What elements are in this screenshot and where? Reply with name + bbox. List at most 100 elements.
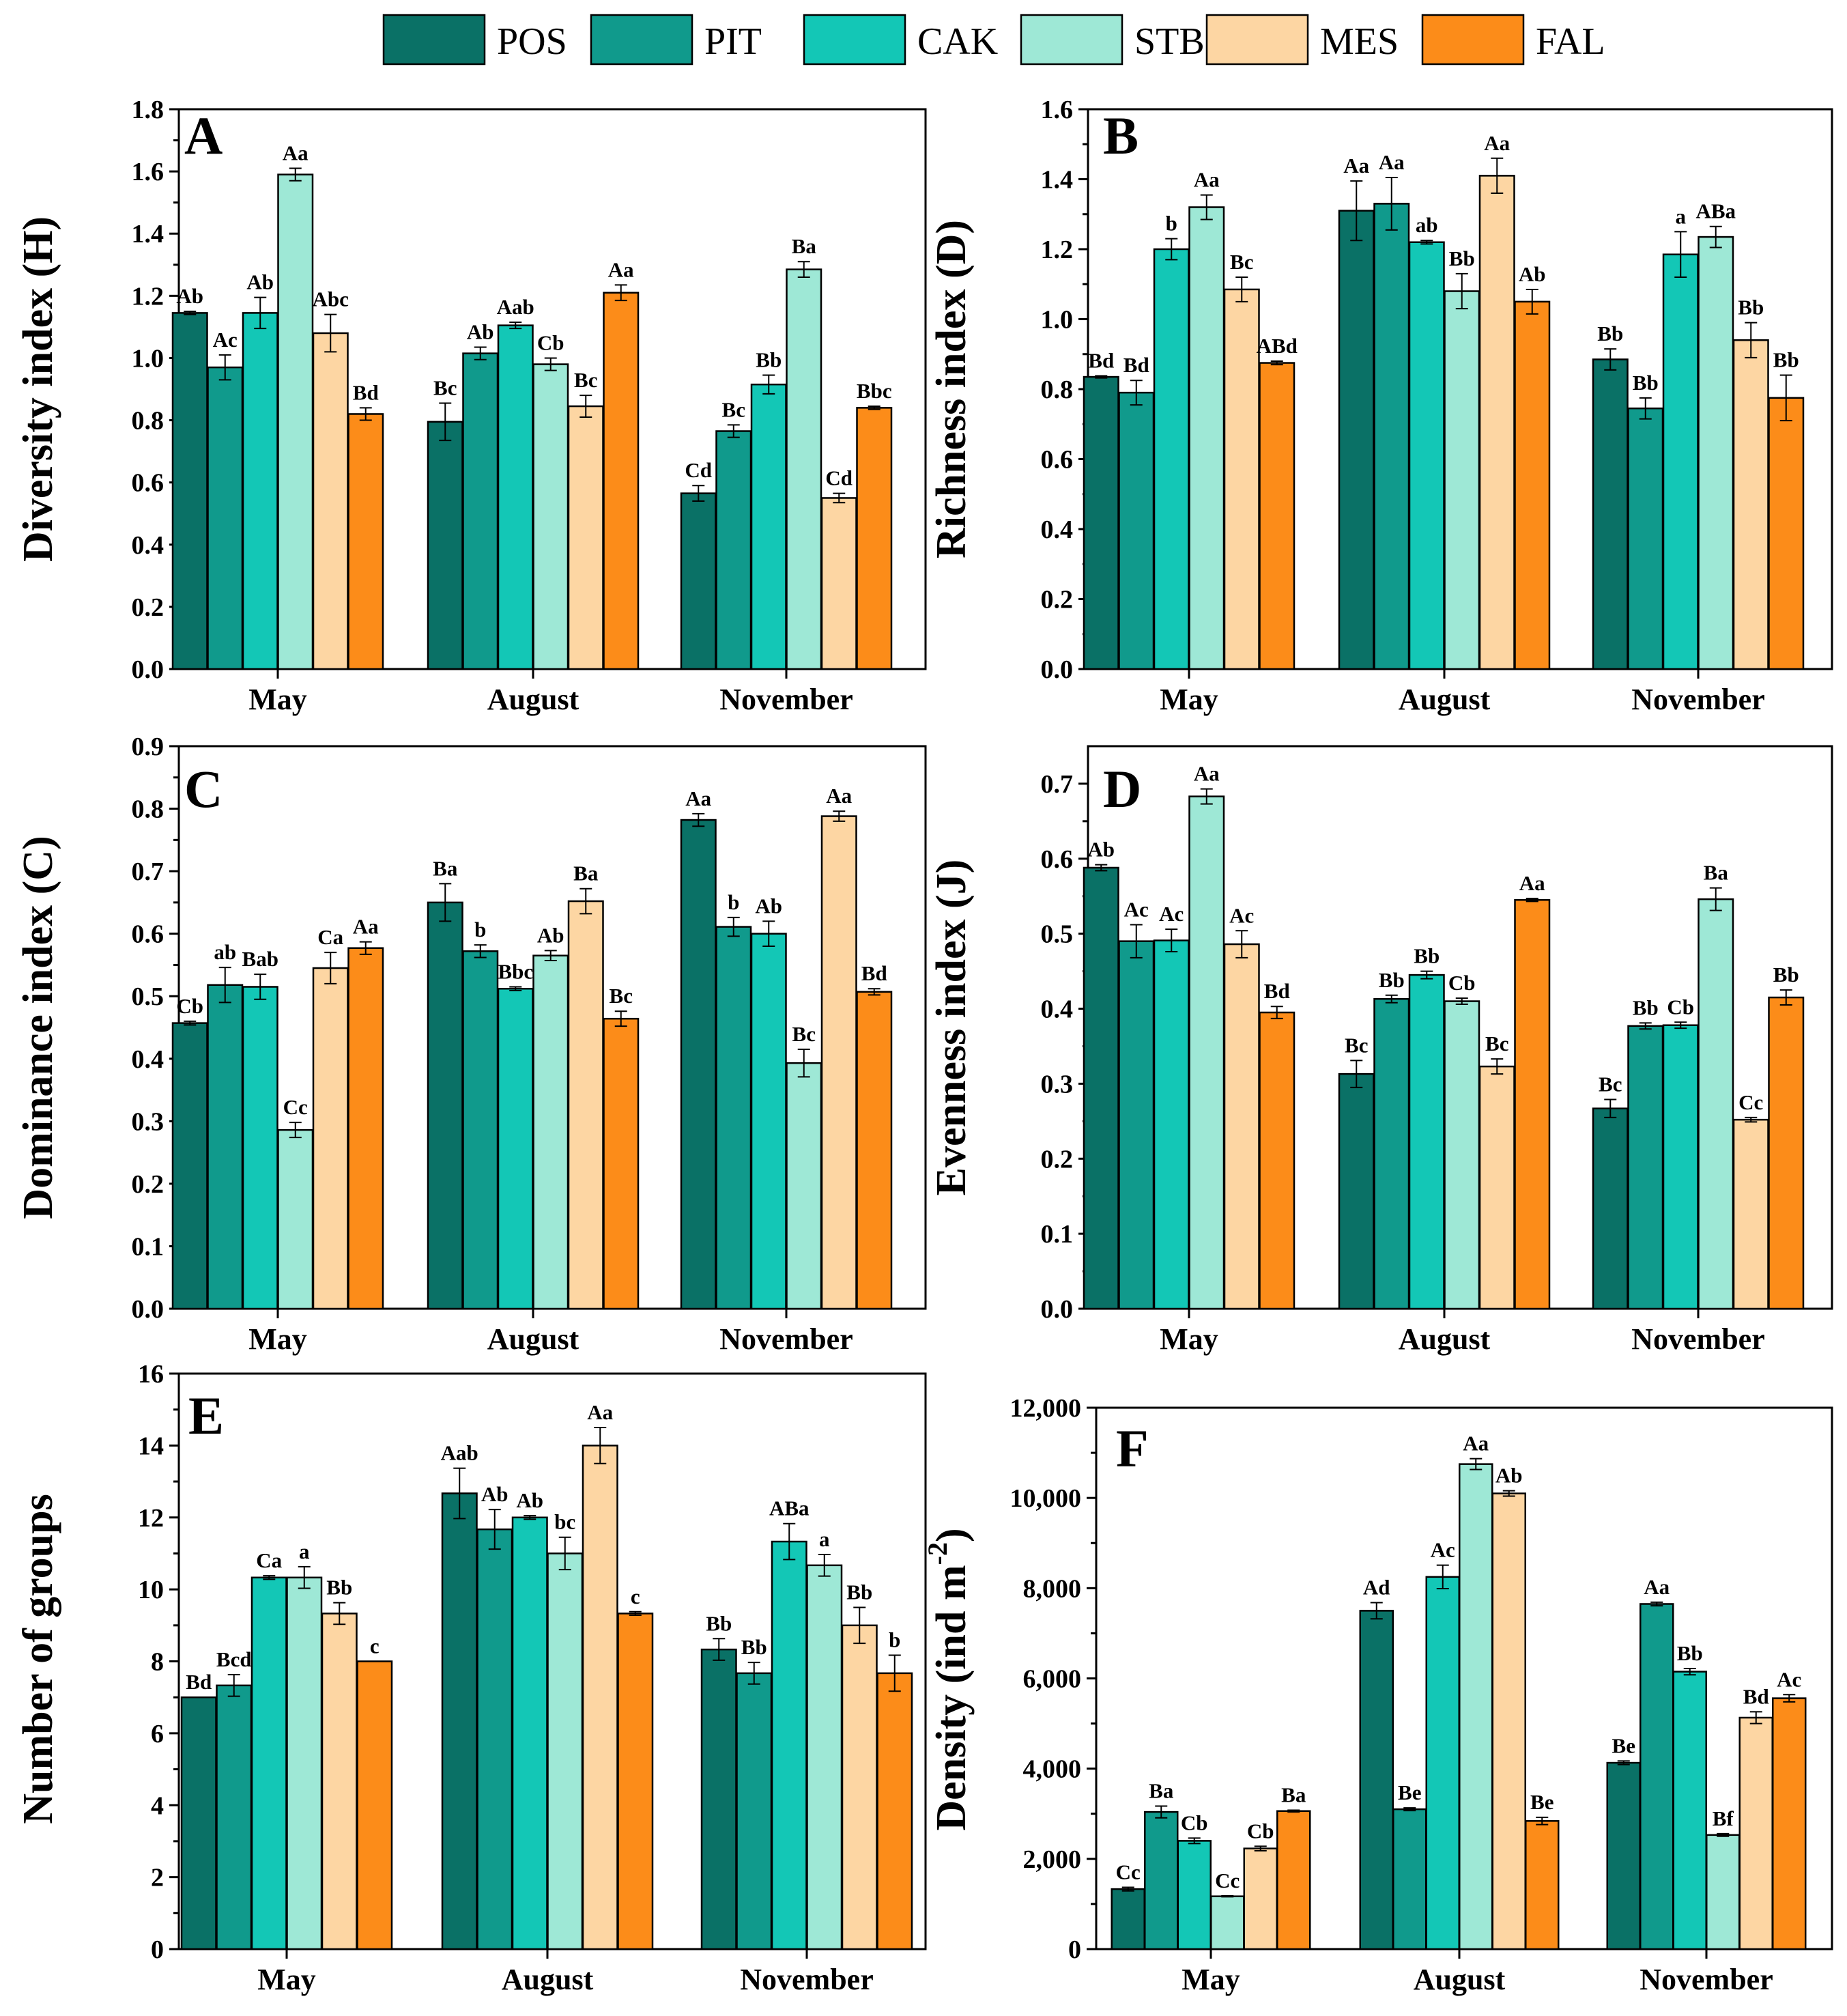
significance-label: ABa bbox=[769, 1496, 810, 1520]
bar-pos-august bbox=[427, 421, 463, 670]
x-category-november: November bbox=[740, 1963, 874, 1996]
significance-label: ABd bbox=[1257, 334, 1298, 358]
y-axis-title-text: Richness index (D) bbox=[928, 220, 975, 558]
y-tick-label: 0.5 bbox=[1041, 920, 1074, 949]
significance-label: Bc bbox=[792, 1022, 816, 1046]
significance-label: Ca bbox=[317, 925, 343, 949]
bar-cak-august bbox=[497, 324, 534, 670]
significance-label: Bcd bbox=[216, 1647, 252, 1671]
panel-label: E bbox=[188, 1386, 224, 1445]
significance-label: Aa bbox=[608, 257, 634, 281]
significance-label: Bc bbox=[433, 376, 457, 400]
y-tick-label: 1.4 bbox=[1041, 166, 1074, 195]
bar-stb-may bbox=[1188, 795, 1225, 1310]
bar-cak-august bbox=[1408, 241, 1445, 670]
bar-fal-august bbox=[603, 1017, 640, 1310]
x-category-november: November bbox=[1631, 683, 1765, 716]
bar-stb-august bbox=[532, 954, 569, 1310]
y-axis-title-text: Dominance index (C) bbox=[15, 836, 61, 1219]
legend-item-pit: PIT bbox=[590, 14, 762, 66]
significance-label: Ac bbox=[1777, 1667, 1801, 1691]
legend-item-stb: STB bbox=[1020, 14, 1205, 66]
bar-fal-may bbox=[347, 413, 384, 670]
legend-swatch-stb bbox=[1020, 14, 1123, 66]
significance-label: Ab bbox=[1519, 262, 1546, 286]
legend-item-fal: FAL bbox=[1421, 14, 1605, 66]
x-category-november: November bbox=[1631, 1322, 1765, 1356]
bar-pit-november bbox=[1627, 1025, 1664, 1310]
bar-stb-august bbox=[532, 363, 569, 670]
significance-label: Aa bbox=[1194, 168, 1220, 192]
y-tick-label: 1.0 bbox=[1041, 306, 1074, 335]
panel-label: B bbox=[1103, 106, 1139, 165]
x-category-may: May bbox=[1182, 1963, 1240, 1996]
significance-label: Aa bbox=[826, 784, 852, 808]
significance-label: Bb bbox=[846, 1580, 872, 1604]
bar-cak-august bbox=[1425, 1576, 1460, 1950]
significance-label: Aa bbox=[283, 141, 309, 165]
significance-label: Bb bbox=[706, 1611, 732, 1635]
significance-label: Ba bbox=[1149, 1779, 1174, 1803]
y-tick-label: 0.0 bbox=[1041, 655, 1074, 684]
bar-fal-august bbox=[617, 1613, 654, 1950]
significance-label: Aa bbox=[1644, 1575, 1670, 1599]
bar-pit-may bbox=[1144, 1811, 1179, 1950]
bar-mes-november bbox=[820, 815, 857, 1310]
panel-a: 0.0 0.2 0.4 0.6 0.8 1.0 1.2 1.4 1.6 1.8 May August N… bbox=[15, 96, 927, 716]
panel-f: 0 2,000 4,000 6,000 8,000 10,000 12,000 May Augu… bbox=[922, 1394, 1833, 1996]
bar-mes-november bbox=[841, 1624, 878, 1950]
legend-item-cak: CAK bbox=[803, 14, 998, 66]
y-tick-label: 0 bbox=[1068, 1935, 1081, 1964]
significance-label: bc bbox=[554, 1510, 575, 1534]
y-tick-label: 0.8 bbox=[132, 795, 164, 824]
significance-label: Cd bbox=[685, 458, 712, 482]
legend-swatch-fal bbox=[1421, 14, 1525, 66]
significance-label: Bc bbox=[1345, 1033, 1368, 1057]
significance-label: Ab bbox=[1495, 1464, 1523, 1488]
significance-label: Cb bbox=[1448, 971, 1476, 995]
bar-mes-may bbox=[1223, 288, 1260, 670]
bar-pos-may bbox=[1111, 1888, 1145, 1950]
significance-label: Cb bbox=[1667, 995, 1694, 1019]
y-axis-title: Number of groups bbox=[15, 1494, 61, 1823]
panel-label: C bbox=[184, 759, 223, 819]
significance-label: Bb bbox=[1633, 371, 1659, 395]
bar-pos-august bbox=[427, 901, 463, 1310]
y-axis-title-text: Evenness index (J) bbox=[928, 860, 975, 1196]
significance-label: Bb bbox=[1379, 968, 1405, 992]
significance-label: Aa bbox=[1463, 1432, 1489, 1456]
bar-mes-august bbox=[1478, 1065, 1515, 1310]
significance-label: Aa bbox=[1343, 154, 1369, 178]
bar-pit-november bbox=[1640, 1603, 1674, 1950]
y-tick-label: 0.2 bbox=[1041, 1145, 1074, 1174]
bar-fal-may bbox=[347, 947, 384, 1310]
bar-mes-november bbox=[1732, 1118, 1769, 1310]
bar-fal-may bbox=[1259, 1011, 1295, 1310]
y-tick-label: 0.4 bbox=[132, 1045, 164, 1074]
legend-swatch-pos bbox=[382, 14, 486, 66]
panel-label: F bbox=[1116, 1419, 1149, 1478]
bar-pos-november bbox=[1592, 1107, 1629, 1310]
y-tick-label: 1.4 bbox=[132, 220, 164, 249]
bar-fal-august bbox=[1525, 1820, 1560, 1950]
bar-mes-may bbox=[312, 967, 349, 1310]
significance-label: Ab bbox=[176, 284, 203, 308]
significance-label: Aa bbox=[587, 1400, 613, 1424]
bar-fal-november bbox=[856, 407, 893, 670]
legend-label-cak: CAK bbox=[917, 20, 998, 63]
bar-cak-august bbox=[511, 1516, 548, 1950]
bar-stb-november bbox=[1706, 1834, 1741, 1950]
y-tick-label: 0.1 bbox=[1041, 1220, 1074, 1249]
bar-pit-november bbox=[1627, 407, 1664, 670]
bar-pit-august bbox=[1373, 998, 1410, 1310]
x-category-august: August bbox=[487, 1322, 579, 1356]
significance-label: Ba bbox=[433, 856, 458, 880]
panel-b: 0.0 0.2 0.4 0.6 0.8 1.0 1.2 1.4 1.6 May August Nove… bbox=[928, 96, 1833, 716]
y-tick-label: 2,000 bbox=[1023, 1845, 1082, 1874]
bar-pit-may bbox=[1118, 391, 1155, 670]
bar-mes-may bbox=[1223, 943, 1260, 1310]
significance-label: Bc bbox=[610, 984, 633, 1008]
significance-label: Cb bbox=[1181, 1811, 1208, 1834]
y-axis-title: Richness index (D) bbox=[928, 220, 975, 558]
